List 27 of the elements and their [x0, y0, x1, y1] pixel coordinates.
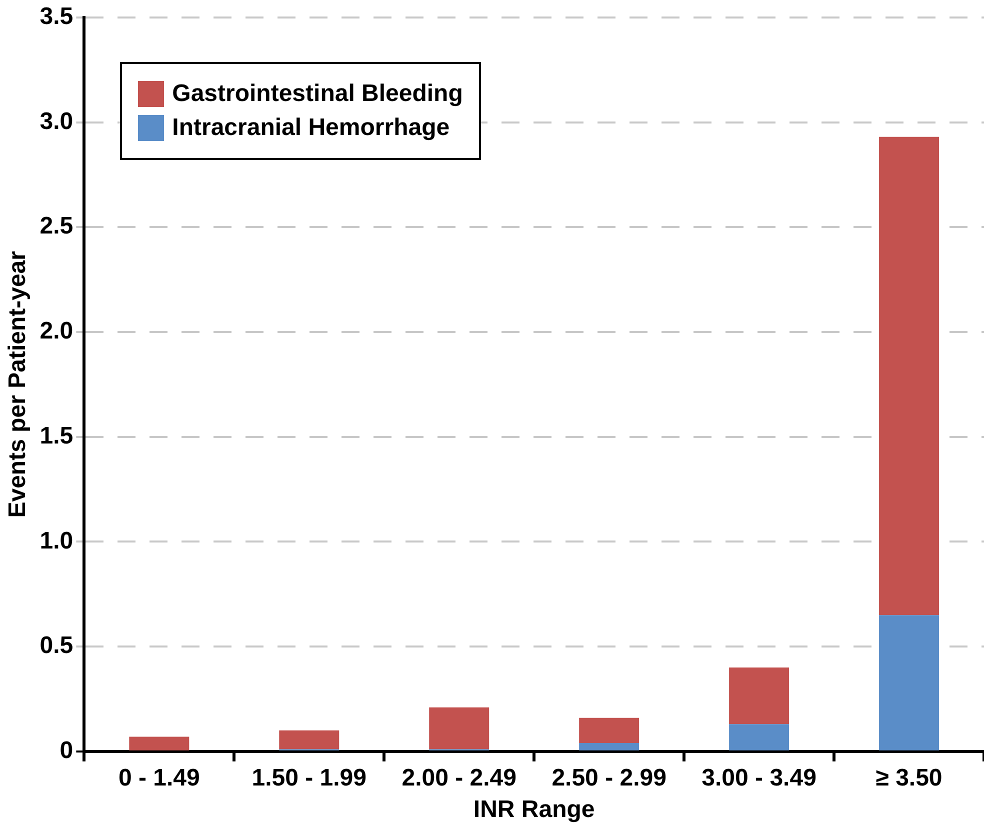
y-tick-label: 0.5 [40, 632, 74, 660]
x-tick-label: 1.50 - 1.99 [252, 764, 366, 792]
bar [129, 736, 190, 750]
bar [879, 136, 940, 616]
x-tick-label: 2.00 - 2.49 [402, 764, 516, 792]
bar [729, 724, 790, 750]
bar [879, 615, 940, 750]
x-tick-label: ≥ 3.50 [876, 764, 942, 792]
y-tick-label: 2.5 [40, 212, 74, 240]
bar [579, 718, 640, 744]
y-tick-label: 0 [60, 737, 74, 764]
y-tick-label: 1.0 [40, 527, 74, 554]
bar [729, 668, 790, 724]
y-tick-label: 3.5 [40, 3, 74, 30]
bar [429, 707, 490, 750]
x-axis-title: INR Range [473, 796, 595, 824]
y-tick-label: 2.0 [40, 318, 74, 345]
y-tick-label: 3.0 [40, 108, 74, 135]
bar [579, 743, 640, 750]
x-tick-label: 2.50 - 2.99 [552, 764, 666, 792]
bar [279, 730, 340, 750]
legend-label: Intracranial Hemorrhage [172, 114, 450, 142]
legend-label: Gastrointestinal Bleeding [172, 80, 463, 108]
x-tick-label: 0 - 1.49 [118, 764, 200, 792]
x-tick-label: 3.00 - 3.49 [702, 764, 816, 792]
y-tick-label: 1.5 [40, 422, 74, 450]
y-axis-title: Events per Patient-year [4, 251, 32, 518]
